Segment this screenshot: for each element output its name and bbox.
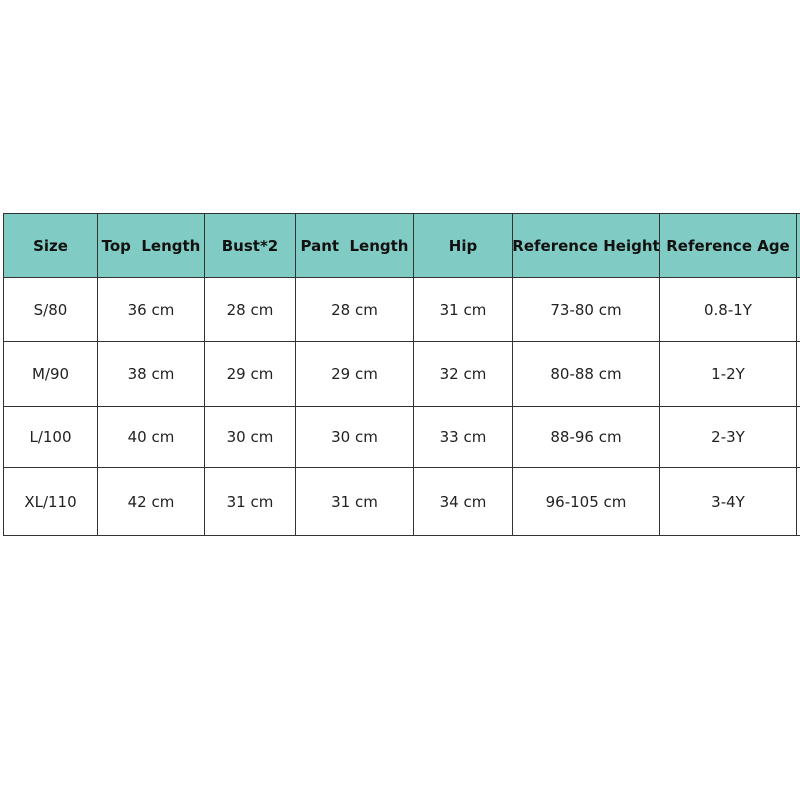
- table-cell: 30 cm: [204, 406, 295, 467]
- table-cell: 73-80 cm: [512, 277, 659, 341]
- table-cell: 2-3Y: [659, 406, 796, 467]
- table-cell: 40 cm: [97, 406, 204, 467]
- table-cell-edge: [796, 277, 800, 341]
- table-cell: 0.8-1Y: [659, 277, 796, 341]
- table-cell-edge: [796, 467, 800, 535]
- header-cell: Hip: [413, 213, 512, 277]
- table-cell: 28 cm: [204, 277, 295, 341]
- table-cell: 36 cm: [97, 277, 204, 341]
- table-cell: 30 cm: [295, 406, 413, 467]
- table-cell: XL/110: [3, 467, 97, 535]
- table-cell: 29 cm: [204, 341, 295, 406]
- header-cell: Bust*2: [204, 213, 295, 277]
- table-cell: 31 cm: [204, 467, 295, 535]
- table-cell: S/80: [3, 277, 97, 341]
- table-cell: 96-105 cm: [512, 467, 659, 535]
- header-cell: Top Length: [97, 213, 204, 277]
- table-cell: 1-2Y: [659, 341, 796, 406]
- table-cell: 3-4Y: [659, 467, 796, 535]
- header-cell: Reference Height: [512, 213, 660, 277]
- table-cell: 29 cm: [295, 341, 413, 406]
- table-cell: M/90: [3, 341, 97, 406]
- header-cell-edge: [796, 213, 800, 277]
- header-cell: Reference Age: [659, 213, 796, 277]
- table-cell: 28 cm: [295, 277, 413, 341]
- table-cell: 88-96 cm: [512, 406, 659, 467]
- table-cell: 31 cm: [295, 467, 413, 535]
- table-cell: 34 cm: [413, 467, 512, 535]
- table-cell-edge: [796, 341, 800, 406]
- table-cell-edge: [796, 406, 800, 467]
- table-cell: 31 cm: [413, 277, 512, 341]
- table-cell: 42 cm: [97, 467, 204, 535]
- table-cell: L/100: [3, 406, 97, 467]
- table-cell: 32 cm: [413, 341, 512, 406]
- table-border: [3, 535, 800, 536]
- table-cell: 38 cm: [97, 341, 204, 406]
- header-cell: Pant Length: [295, 213, 413, 277]
- table-cell: 80-88 cm: [512, 341, 659, 406]
- table-cell: 33 cm: [413, 406, 512, 467]
- header-cell: Size: [3, 213, 97, 277]
